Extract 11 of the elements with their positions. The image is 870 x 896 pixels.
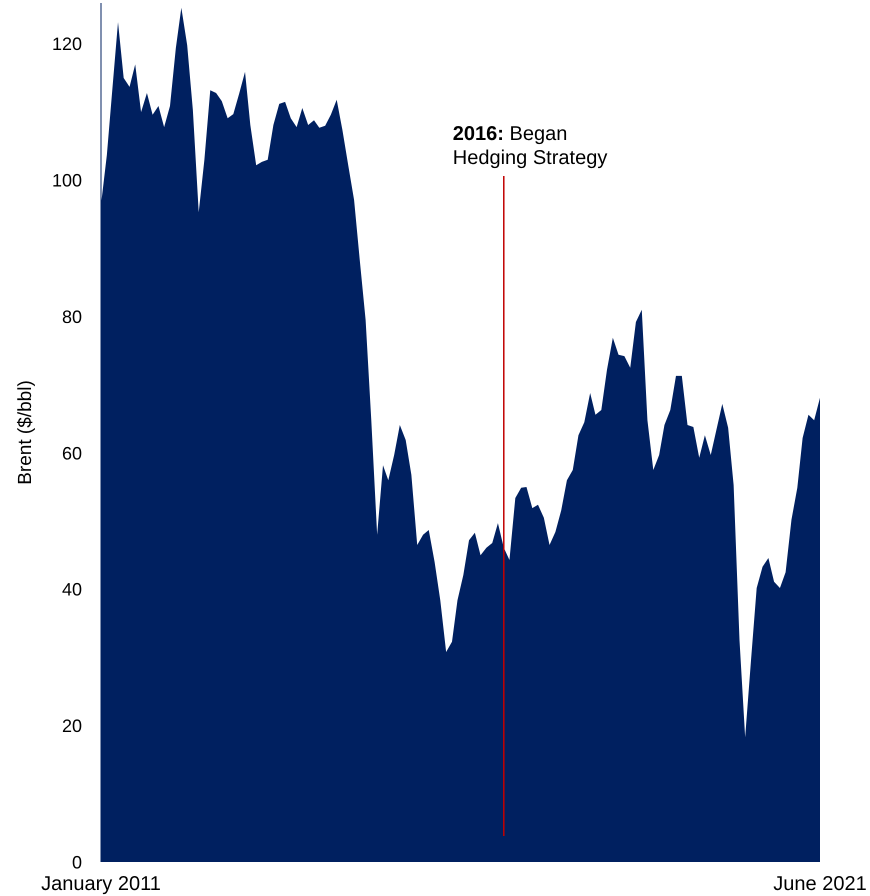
x-tick-label: June 2021	[773, 873, 867, 895]
y-tick-label: 0	[72, 852, 82, 872]
y-tick-label: 120	[52, 34, 82, 54]
y-axis-title: Brent ($/bbl)	[15, 380, 36, 485]
y-tick-label: 40	[62, 580, 82, 600]
y-tick-label: 60	[62, 443, 82, 464]
ref-line-label: 2016: Began Hedging Strategy	[452, 123, 608, 169]
y-tick-label: 20	[62, 716, 82, 736]
y-tick-label: 80	[62, 306, 82, 327]
x-tick-label: January 2011	[41, 873, 161, 895]
y-tick-label: 100	[52, 170, 82, 191]
